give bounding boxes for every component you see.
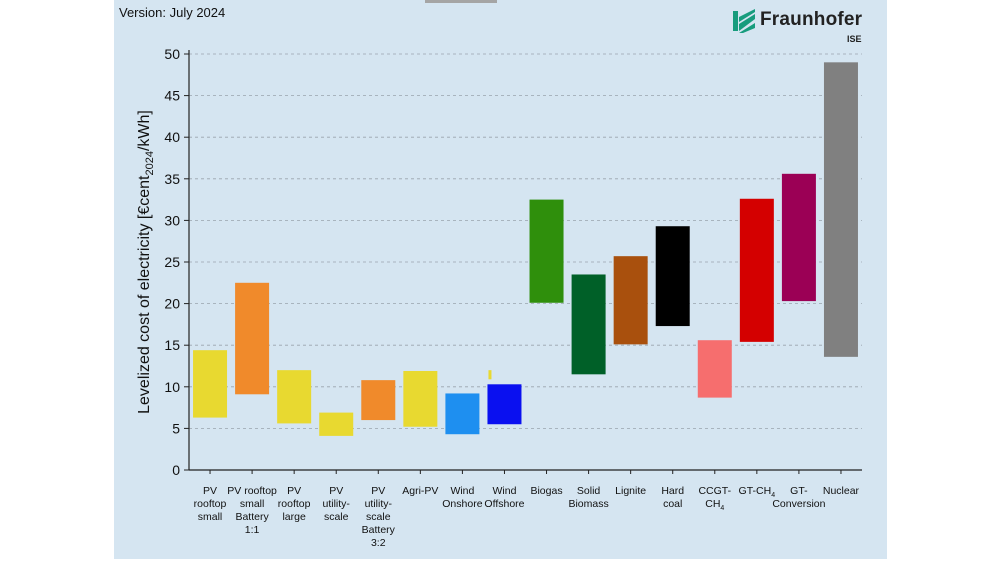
range-bar — [613, 256, 648, 345]
x-tick-label: large — [282, 511, 306, 523]
x-tick-label: CH4 — [705, 498, 724, 512]
x-tick-label: Battery — [235, 511, 269, 523]
fraunhofer-logo-icon — [733, 9, 755, 33]
x-tick-label: PV — [287, 485, 301, 497]
x-tick-label: PV rooftop — [227, 485, 277, 497]
x-tick-label: GT- — [790, 485, 808, 497]
y-tick-label: 45 — [164, 88, 180, 104]
x-tick-label: small — [198, 511, 223, 523]
x-tick-label: 1:1 — [245, 524, 260, 536]
version-label: Version: July 2024 — [119, 5, 226, 20]
range-bar — [235, 282, 270, 395]
x-tick-label: Solid — [577, 485, 601, 497]
range-bar — [487, 384, 522, 425]
x-tick-label: PV — [203, 485, 217, 497]
range-bar — [193, 350, 228, 418]
y-tick-label: 30 — [164, 212, 180, 228]
x-tick-label: Lignite — [615, 485, 646, 497]
x-tick-label: coal — [663, 498, 682, 510]
x-tick-label: Wind — [450, 485, 474, 497]
range-bar — [823, 62, 858, 357]
y-tick-label: 5 — [172, 420, 180, 436]
y-axis-label: Levelized cost of electricity [€cent2024… — [136, 110, 156, 414]
range-bar — [445, 393, 480, 435]
x-tick-label: small — [240, 498, 265, 510]
y-tick-label: 40 — [164, 129, 180, 145]
x-tick-label: Battery — [362, 524, 396, 536]
x-tick-label: Onshore — [442, 498, 482, 510]
x-tick-label: scale — [366, 511, 391, 523]
y-tick-label: 0 — [172, 462, 180, 478]
y-tick-label: 25 — [164, 254, 180, 270]
range-bar — [739, 198, 774, 342]
x-tick-label: rooftop — [194, 498, 227, 510]
x-tick-label: CCGT- — [698, 485, 731, 497]
range-bar — [403, 370, 438, 427]
window-top-bar — [425, 0, 497, 3]
x-tick-label: Wind — [493, 485, 517, 497]
range-bar — [655, 226, 690, 327]
x-tick-label: utility- — [323, 498, 351, 510]
range-bar — [319, 412, 354, 436]
x-tick-label: scale — [324, 511, 349, 523]
range-bar — [697, 340, 732, 398]
x-tick-label: utility- — [365, 498, 393, 510]
x-tick-label: PV — [371, 485, 385, 497]
y-tick-label: 15 — [164, 337, 180, 353]
x-tick-label: Offshore — [484, 498, 524, 510]
x-tick-label: Biogas — [530, 485, 562, 497]
x-tick-label: Hard — [661, 485, 684, 497]
range-bar — [781, 173, 816, 302]
x-tick-label: rooftop — [278, 498, 311, 510]
y-tick-label: 50 — [164, 46, 180, 62]
x-tick-label: PV — [329, 485, 343, 497]
x-tick-label: Conversion — [772, 498, 825, 510]
range-marker — [488, 370, 492, 380]
range-bar — [571, 274, 606, 375]
logo-name: Fraunhofer — [760, 9, 863, 30]
logo-sub: ISE — [847, 34, 862, 44]
range-bar — [361, 380, 396, 421]
x-tick-label: 3:2 — [371, 537, 386, 549]
range-bar — [277, 370, 312, 424]
x-tick-label: Agri-PV — [402, 485, 438, 497]
x-tick-label: Nuclear — [823, 485, 860, 497]
y-tick-label: 10 — [164, 379, 180, 395]
y-tick-label: 20 — [164, 296, 180, 312]
y-tick-label: 35 — [164, 171, 180, 187]
x-tick-label: GT-CH4 — [739, 485, 776, 499]
range-bar — [529, 199, 564, 303]
x-tick-label: Biomass — [568, 498, 608, 510]
fraunhofer-logo: Fraunhofer ISE — [733, 6, 873, 50]
